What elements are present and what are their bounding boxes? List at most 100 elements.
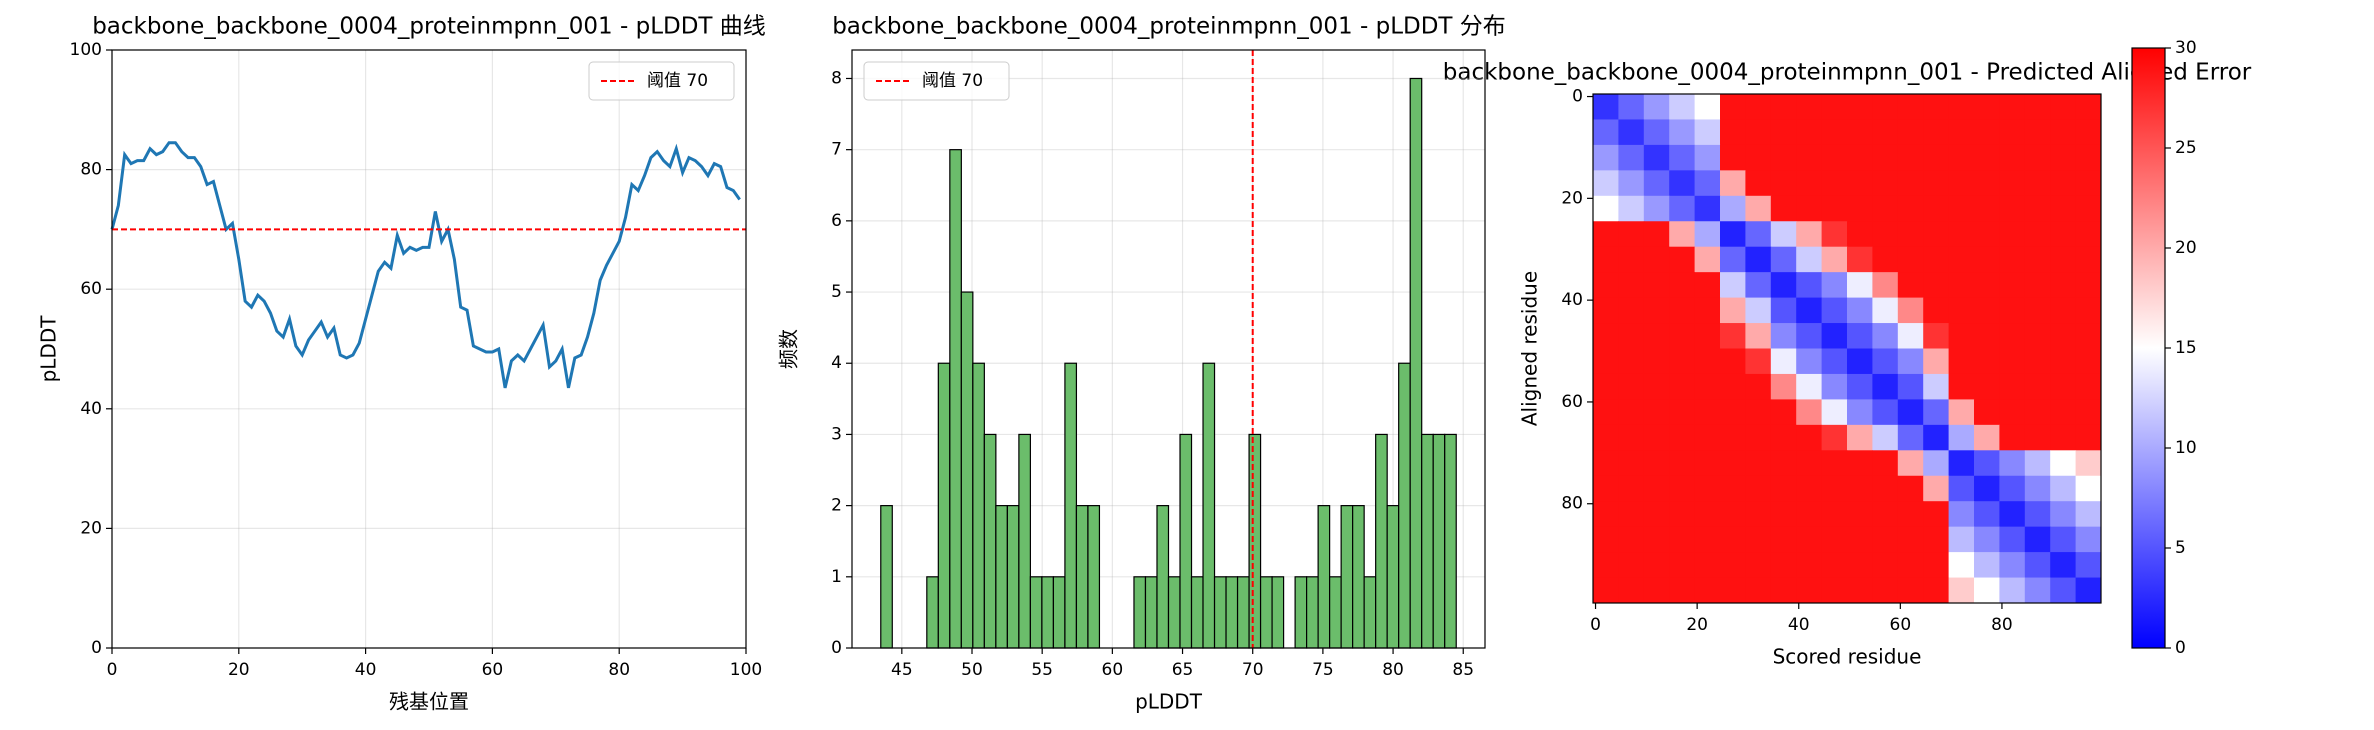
heatmap-cell — [1923, 526, 1950, 553]
heatmap-cell — [1745, 552, 1772, 579]
heatmap-cell — [1745, 246, 1772, 273]
heatmap-cell — [1796, 297, 1823, 324]
heatmap-cell — [1897, 144, 1924, 171]
heatmap-cell — [1897, 94, 1924, 120]
bar — [1087, 505, 1101, 649]
heatmap-cell — [1669, 94, 1696, 120]
heatmap-cell — [1720, 297, 1746, 324]
heatmap-cell — [1643, 144, 1670, 171]
heatmap-cell — [1999, 399, 2026, 426]
heatmap-cell — [2050, 501, 2077, 528]
heatmap-cell — [1745, 221, 1772, 248]
heatmap-cell — [1669, 144, 1696, 171]
heatmap-cell — [2024, 297, 2051, 324]
y-tick-label: 60 — [80, 279, 102, 299]
heatmap-cell — [1821, 246, 1848, 273]
heatmap-cell — [1593, 501, 1619, 528]
heatmap-cell — [1618, 526, 1645, 553]
bar — [880, 505, 893, 649]
heatmap-cell — [2075, 373, 2102, 400]
heatmap-cell — [1694, 323, 1721, 349]
y-tick-label: 2 — [831, 496, 842, 516]
heatmap-cell — [1872, 94, 1899, 120]
heatmap-cell — [1821, 501, 1848, 528]
x-tick-label: 85 — [1452, 660, 1474, 680]
heatmap-cell — [1745, 450, 1772, 477]
heatmap-cell — [1618, 144, 1645, 171]
heatmap-cell — [1999, 119, 2026, 146]
heatmap-cell — [2075, 501, 2102, 528]
bar — [1409, 77, 1423, 649]
heatmap-cell — [1999, 170, 2026, 197]
heatmap-cell — [1694, 144, 1721, 171]
heatmap-cell — [1923, 399, 1950, 426]
y-axis-label: pLDDT — [37, 315, 61, 383]
heatmap-cell — [1669, 170, 1696, 197]
bar — [995, 505, 1008, 649]
bar — [1075, 505, 1089, 649]
heatmap-cell — [1872, 424, 1899, 451]
heatmap-cell — [2024, 144, 2051, 171]
heatmap-cell — [2050, 272, 2077, 299]
x-tick-label: 80 — [608, 660, 630, 680]
heatmap-cell — [1669, 348, 1696, 375]
heatmap-cell — [1897, 323, 1924, 349]
heatmap-cell — [1974, 221, 2000, 248]
heatmap-cell — [1745, 348, 1772, 375]
heatmap-cell — [1643, 577, 1670, 604]
bar — [1352, 505, 1365, 649]
y-tick-label: 100 — [70, 40, 102, 60]
heatmap-cell — [1770, 144, 1797, 171]
heatmap-cell — [1948, 94, 1975, 120]
heatmap-cell — [1643, 450, 1670, 477]
bar — [1398, 362, 1411, 649]
heatmap-cell — [1847, 577, 1873, 604]
heatmap-cell — [1593, 526, 1619, 553]
heatmap-cell — [1593, 221, 1619, 248]
heatmap-cell — [1643, 94, 1670, 120]
heatmap-cell — [2024, 348, 2051, 375]
x-tick-label: 60 — [1890, 615, 1912, 635]
heatmap-cell — [1593, 170, 1619, 197]
heatmap-cell — [1618, 246, 1645, 273]
heatmap-cell — [1643, 348, 1670, 375]
heatmap-cell — [1770, 119, 1797, 146]
x-tick-label: 80 — [1382, 660, 1404, 680]
heatmap-cell — [1770, 475, 1797, 502]
heatmap-cell — [1669, 424, 1696, 451]
heatmap-cell — [1872, 272, 1899, 299]
bar — [1029, 576, 1043, 649]
heatmap-cell — [1821, 450, 1848, 477]
heatmap-cell — [2075, 424, 2102, 451]
y-tick-label: 20 — [80, 518, 102, 538]
heatmap-cell — [1999, 221, 2026, 248]
chart-title: backbone_backbone_0004_proteinmpnn_001 -… — [832, 14, 1506, 40]
heatmap-cell — [1999, 246, 2026, 273]
heatmap-cell — [1643, 323, 1670, 349]
heatmap-cell — [1720, 424, 1746, 451]
x-axis-label: Scored residue — [1773, 645, 1922, 669]
heatmap-cell — [1720, 373, 1746, 400]
bar — [1259, 576, 1273, 649]
heatmap-cell — [1694, 119, 1721, 146]
heatmap-cell — [1872, 501, 1899, 528]
heatmap-cell — [1618, 577, 1645, 604]
heatmap-cell — [1974, 297, 2000, 324]
y-tick-label: 1 — [831, 567, 842, 587]
colorbar-tick-label: 0 — [2175, 638, 2186, 658]
heatmap-cell — [1618, 94, 1645, 120]
heatmap-cell — [1923, 475, 1950, 502]
heatmap-cell — [1872, 526, 1899, 553]
heatmap-cell — [1948, 348, 1975, 375]
heatmap-cell — [1643, 501, 1670, 528]
heatmap-cell — [1593, 323, 1619, 349]
heatmap-cell — [1720, 272, 1746, 299]
heatmap-cell — [1948, 373, 1975, 400]
heatmap-cell — [1593, 94, 1619, 120]
heatmap-cell — [1847, 272, 1873, 299]
heatmap-cell — [1974, 144, 2000, 171]
heatmap-cell — [1872, 577, 1899, 604]
bar — [1179, 433, 1193, 649]
bar — [1386, 505, 1400, 649]
y-tick-label: 60 — [1561, 392, 1583, 412]
